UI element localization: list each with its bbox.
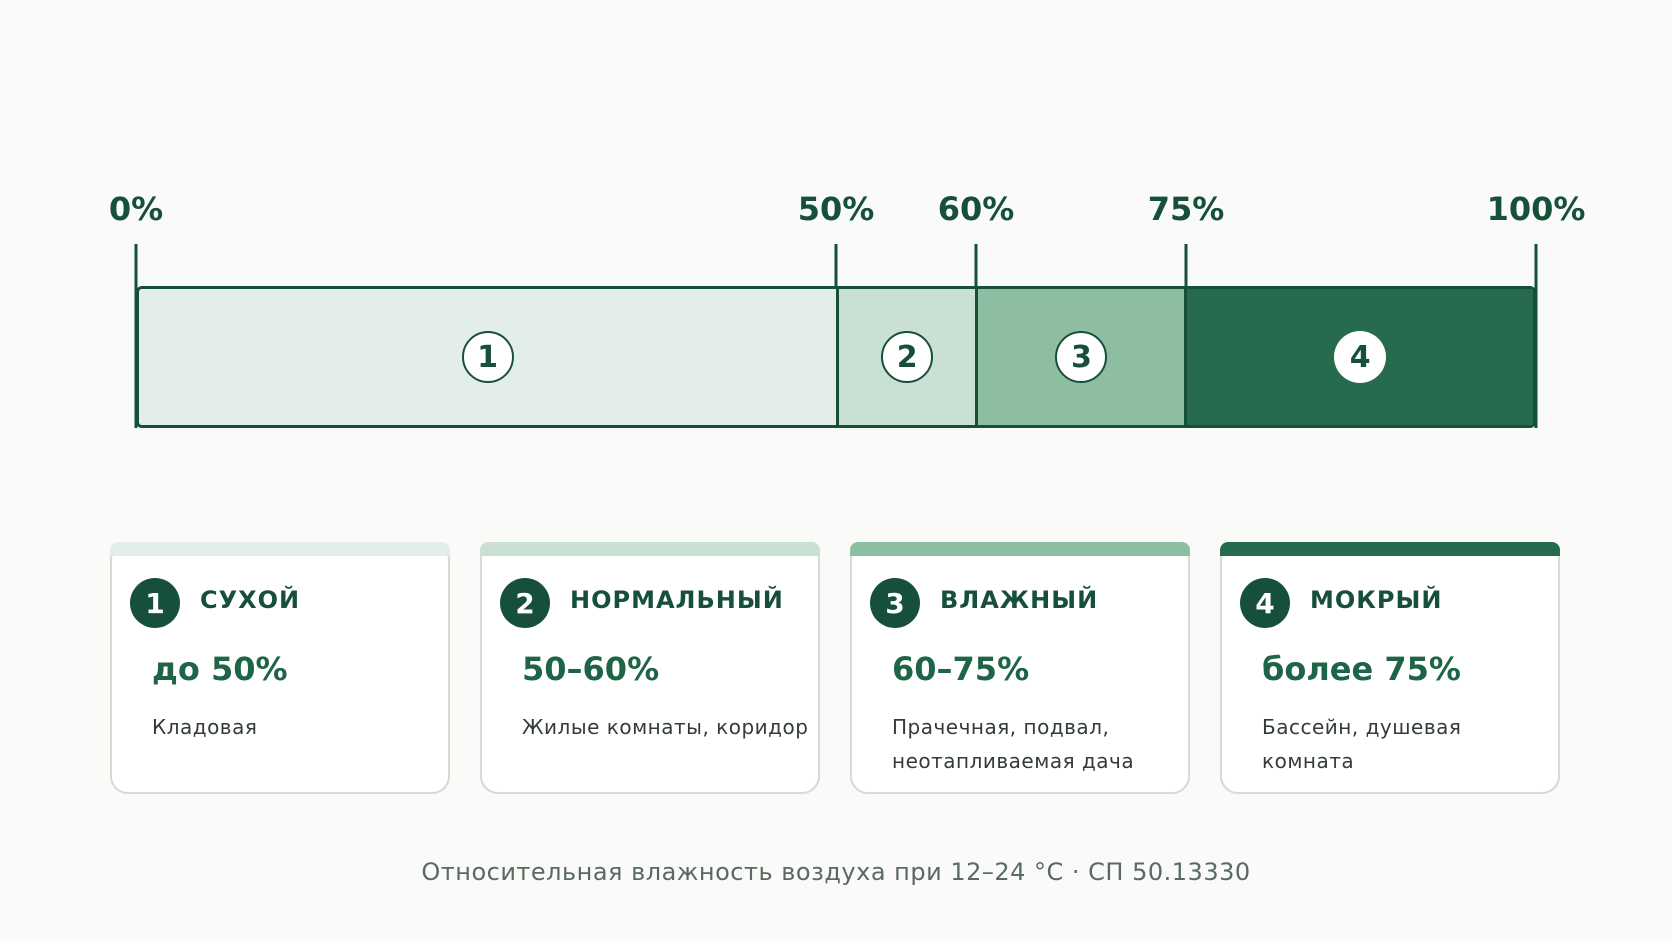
tick-label: 0% (108, 190, 164, 228)
card-title: СУХОЙ (200, 586, 301, 614)
card-accent-bar (1220, 542, 1560, 556)
card-title: МОКРЫЙ (1310, 586, 1443, 614)
card-description: Бассейн, душевая комната (1262, 715, 1462, 773)
zone-card-normal: 2 НОРМАЛЬНЫЙ 50–60% Жилые комнаты, корид… (480, 542, 820, 794)
card-range: 60–75% (892, 650, 1030, 688)
tick-line (1534, 244, 1538, 428)
card-range: более 75% (1262, 650, 1461, 688)
card-accent-bar (110, 542, 450, 556)
segment-dry: 1 (139, 289, 836, 425)
humidity-bar: 1 2 3 4 (136, 286, 1536, 428)
humidity-scale: 0% 50% 60% 75% 100% 1 2 3 4 (108, 190, 1586, 428)
card-range: до 50% (152, 650, 288, 688)
card-range: 50–60% (522, 650, 660, 688)
zone-card-humid: 3 ВЛАЖНЫЙ 60–75% Прачечная, подвал, неот… (850, 542, 1190, 794)
card-description: Жилые комнаты, коридор (522, 715, 809, 739)
card-title: НОРМАЛЬНЫЙ (570, 586, 784, 614)
segment-normal: 2 (836, 289, 976, 425)
tick-label: 60% (937, 190, 1015, 228)
zone-cards: 1 СУХОЙ до 50% Кладовая 2 НОРМАЛЬНЫЙ 50–… (110, 542, 1562, 794)
segment-number: 1 (461, 331, 514, 383)
card-accent-bar (480, 542, 820, 556)
segment-number: 3 (1055, 331, 1108, 383)
tick-label: 75% (1147, 190, 1225, 228)
caption: Относительная влажность воздуха при 12–2… (421, 858, 1251, 886)
card-accent-bar (850, 542, 1190, 556)
card-number-badge: 3 (870, 578, 920, 628)
segment-number: 2 (881, 331, 934, 383)
zone-card-dry: 1 СУХОЙ до 50% Кладовая (110, 542, 450, 794)
segment-number: 4 (1334, 331, 1387, 383)
card-number-badge: 4 (1240, 578, 1290, 628)
segment-wet: 4 (1184, 289, 1533, 425)
tick-label: 50% (797, 190, 875, 228)
zone-card-wet: 4 МОКРЫЙ более 75% Бассейн, душевая комн… (1220, 542, 1560, 794)
card-description: Прачечная, подвал, неотапливаемая дача (892, 715, 1135, 773)
card-number-badge: 2 (500, 578, 550, 628)
segment-humid: 3 (975, 289, 1185, 425)
tick-label: 100% (1486, 190, 1586, 228)
card-title: ВЛАЖНЫЙ (940, 586, 1099, 614)
card-number-badge: 1 (130, 578, 180, 628)
card-description: Кладовая (152, 715, 258, 739)
